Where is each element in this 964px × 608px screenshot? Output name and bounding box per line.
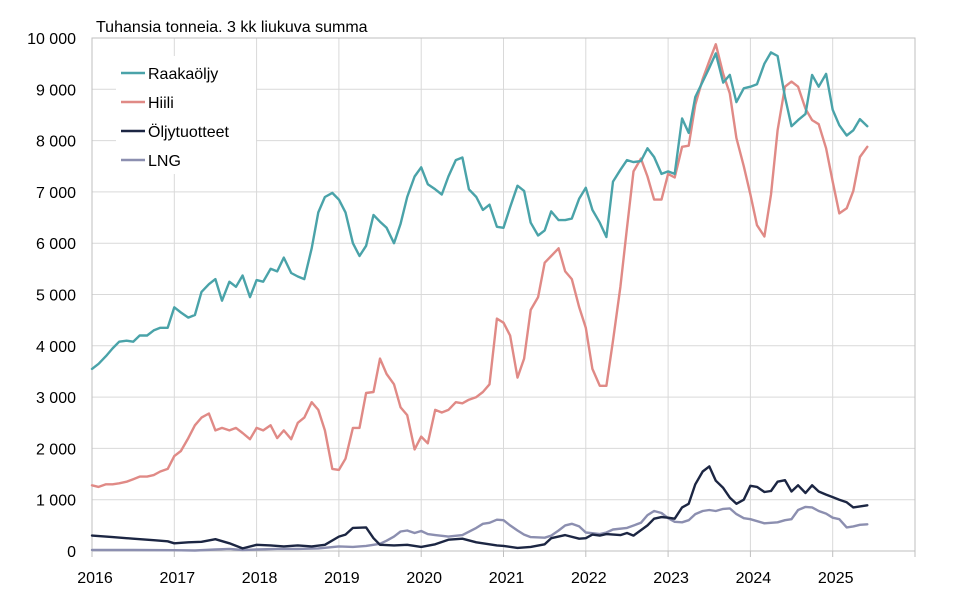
y-tick-label: 8 000: [36, 134, 76, 151]
x-tick-label: 2025: [818, 570, 854, 587]
chart-title: Tuhansia tonneia. 3 kk liukuva summa: [96, 19, 368, 36]
y-tick-label: 7 000: [36, 185, 76, 202]
y-tick-label: 10 000: [27, 31, 76, 48]
x-tick-label: 2023: [653, 570, 689, 587]
series-line-2: [90, 465, 869, 550]
plot-area-border: [91, 37, 916, 552]
legend-label: Raakaöljy: [148, 66, 218, 83]
y-tick-label: 5 000: [36, 288, 76, 305]
x-tick-label: 2021: [489, 570, 525, 587]
legend-background: [116, 56, 256, 174]
x-tick-label: 2018: [242, 570, 278, 587]
y-tick-label: 3 000: [36, 390, 76, 407]
y-tick-label: 0: [67, 544, 76, 561]
legend-label: Öljytuotteet: [148, 123, 229, 141]
grid-lines: [92, 38, 915, 551]
series-line-1: [90, 43, 869, 489]
y-axis-ticks: 0 1 000 2 000 3 000 4 000 5 000 6 000 7 000 8 00…: [27, 31, 76, 561]
x-tick-label: 2022: [571, 570, 607, 587]
y-tick-label: 4 000: [36, 339, 76, 356]
series-line-3: [90, 505, 869, 552]
x-tick-label: 2019: [324, 570, 360, 587]
y-tick-label: 6 000: [36, 236, 76, 253]
x-tick-label: 2016: [77, 570, 113, 587]
legend-label: Hiili: [148, 95, 174, 112]
x-tick-label: 2020: [406, 570, 442, 587]
legend-label: LNG: [148, 153, 181, 170]
x-tick-label: 2024: [736, 570, 772, 587]
x-axis-ticks: 2016 2017 2018 2019 2020 2021 2022 2023 2024 2025: [77, 551, 916, 587]
series-lines: [90, 43, 869, 552]
series-line-0: [90, 51, 869, 371]
y-tick-label: 1 000: [36, 493, 76, 510]
y-tick-label: 2 000: [36, 441, 76, 458]
y-tick-label: 9 000: [36, 82, 76, 99]
x-tick-label: 2017: [160, 570, 196, 587]
legend: Raakaöljy Hiili Öljytuotteet LNG: [116, 56, 256, 174]
